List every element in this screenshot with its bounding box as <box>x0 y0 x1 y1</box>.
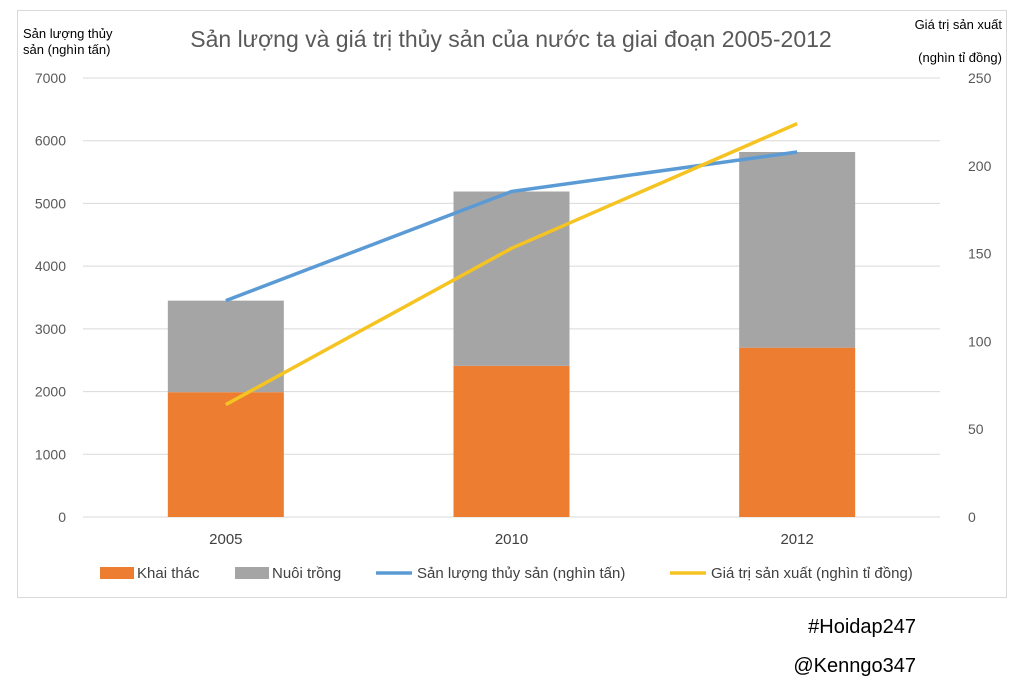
y-left-tick-label: 2000 <box>35 384 66 400</box>
y-right-axis-title: Giá trị sản xuất <box>915 17 1003 32</box>
line-gia-tri <box>224 122 798 407</box>
bar-nuoi-trong <box>167 300 284 393</box>
y-left-axis-title: sản (nghìn tấn) <box>23 42 110 57</box>
y-left-tick-label: 4000 <box>35 258 66 274</box>
y-right-tick-label: 250 <box>968 70 992 86</box>
chart-frame: 0 1000 2000 3000 4000 5000 6000 7000 0 50 100 150 20… <box>17 10 1007 598</box>
bar-khai-thac <box>167 392 284 517</box>
x-tick-label: 2010 <box>495 531 528 548</box>
legend-swatch <box>235 567 269 579</box>
bar-nuoi-trong <box>739 152 856 348</box>
y-right-tick-label: 150 <box>968 246 992 262</box>
legend-label: Giá trị sản xuất (nghìn tỉ đồng) <box>711 565 913 582</box>
bar-nuoi-trong <box>453 191 570 366</box>
legend-swatch <box>100 567 134 579</box>
y-left-tick-label: 7000 <box>35 70 66 86</box>
y-left-tick-label: 5000 <box>35 195 66 211</box>
bar-khai-thac <box>739 347 856 517</box>
chart-title: Sản lượng và giá trị thủy sản của nước t… <box>190 26 831 52</box>
y-right-tick-label: 200 <box>968 158 992 174</box>
x-tick-label: 2005 <box>209 531 242 548</box>
legend-label: Khai thác <box>137 565 200 582</box>
y-right-tick-label: 0 <box>968 509 976 525</box>
y-left-tick-label: 3000 <box>35 321 66 337</box>
y-right-tick-label: 100 <box>968 333 992 349</box>
bar-khai-thac <box>453 365 570 517</box>
y-left-tick-label: 0 <box>58 509 66 525</box>
username-label: @Kenngo347 <box>793 655 916 677</box>
y-left-tick-label: 1000 <box>35 446 66 462</box>
legend-label: Sản lượng thủy sản (nghìn tấn) <box>417 565 625 582</box>
x-tick-label: 2012 <box>780 531 813 548</box>
y-left-axis-title: Sản lượng thủy <box>23 26 113 41</box>
y-left-tick-label: 6000 <box>35 133 66 149</box>
hashtag-label: #Hoidap247 <box>808 616 916 638</box>
chart: 0 1000 2000 3000 4000 5000 6000 7000 0 50 100 150 20… <box>23 17 1003 582</box>
y-right-axis-title: (nghìn tỉ đồng) <box>918 50 1002 65</box>
y-right-tick-label: 50 <box>968 421 984 437</box>
legend-label: Nuôi trồng <box>272 565 341 582</box>
